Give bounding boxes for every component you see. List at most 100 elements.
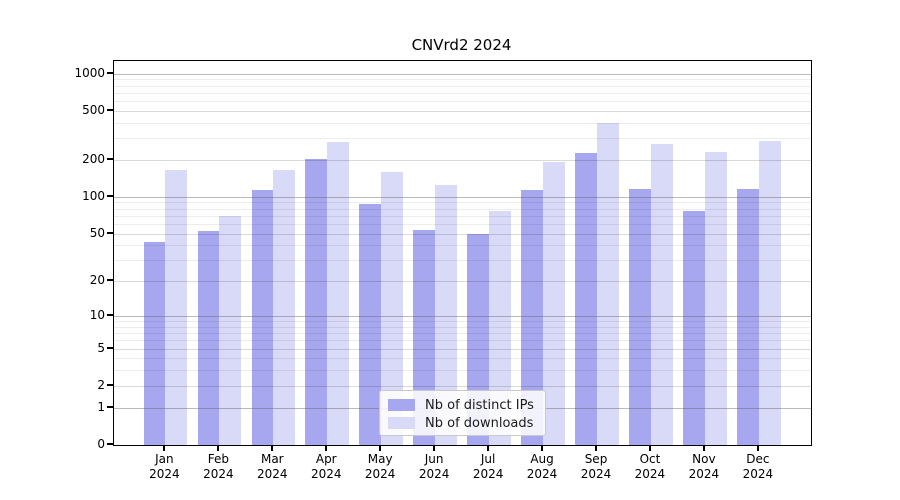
gridline-minor — [114, 245, 811, 247]
y-tick — [107, 405, 113, 408]
x-tick-label: Aug 2024 — [526, 452, 558, 481]
gridline-minor — [114, 333, 811, 335]
bar-downloads — [381, 172, 403, 445]
y-tick-label: 20 — [89, 273, 105, 288]
gridline-major — [114, 316, 811, 318]
x-tick-label: Dec 2024 — [742, 452, 774, 481]
bar-downloads — [273, 169, 296, 445]
y-tick-label: 2 — [97, 377, 105, 392]
bar-distinct-ips — [305, 158, 328, 445]
bar-downloads — [543, 162, 565, 445]
x-tick-label: Jul 2024 — [472, 452, 504, 481]
bar-downloads — [327, 142, 350, 445]
gridline-minor — [114, 85, 811, 87]
bar-downloads — [650, 144, 673, 445]
bar-distinct-ips — [143, 241, 166, 445]
y-tick — [107, 231, 113, 234]
bar-distinct-ips — [629, 188, 651, 445]
y-tick-label: 500 — [82, 102, 105, 117]
gridline-minor — [114, 233, 811, 235]
y-tick-label: 5 — [97, 340, 105, 355]
legend-item-downloads: Nb of downloads — [388, 414, 545, 432]
y-tick — [107, 314, 113, 317]
gridline-minor — [114, 92, 811, 94]
x-tick — [379, 446, 382, 451]
legend-label-downloads: Nb of downloads — [425, 415, 534, 431]
gridline-minor — [114, 208, 811, 210]
x-tick-label: Apr 2024 — [310, 452, 342, 481]
x-tick — [325, 446, 328, 451]
gridline-minor — [114, 370, 811, 372]
gridline-minor — [114, 358, 811, 360]
y-tick-label: 50 — [89, 225, 105, 240]
y-tick-label: 10 — [89, 308, 105, 323]
gridline-minor — [114, 215, 811, 217]
y-tick-label: 0 — [97, 437, 105, 451]
legend-swatch-downloads — [388, 417, 415, 429]
gridline-minor — [114, 138, 811, 140]
gridline-minor — [114, 110, 811, 112]
bar-distinct-ips — [251, 189, 274, 445]
gridline-minor — [114, 159, 811, 161]
gridline-minor — [114, 110, 811, 112]
gridline-minor — [114, 340, 811, 342]
x-tick — [433, 446, 436, 451]
gridline-minor — [114, 122, 811, 124]
bar-downloads — [165, 170, 188, 445]
gridline-major — [114, 196, 811, 198]
gridline-minor — [114, 348, 811, 350]
y-tick — [107, 443, 113, 445]
x-tick-label: Jun 2024 — [418, 452, 450, 481]
bar-distinct-ips — [197, 230, 220, 445]
gridline-minor — [114, 348, 811, 350]
x-tick-label: Oct 2024 — [634, 452, 666, 481]
x-tick — [648, 446, 651, 451]
y-tick — [107, 194, 113, 197]
x-tick-label: Mar 2024 — [257, 452, 288, 481]
gridline-minor — [114, 321, 811, 323]
y-tick — [107, 157, 113, 160]
y-tick-label: 200 — [82, 151, 105, 166]
x-tick-label: Jan 2024 — [149, 452, 180, 481]
chart-title: CNVrd2 2024 — [411, 36, 512, 54]
x-tick — [487, 446, 490, 451]
x-tick-label: Sep 2024 — [580, 452, 612, 481]
gridline-minor — [114, 223, 811, 225]
x-tick-label: Nov 2024 — [688, 452, 720, 481]
x-tick — [595, 446, 597, 451]
x-tick — [702, 446, 705, 451]
bar-downloads — [219, 215, 242, 445]
gridline-minor — [114, 100, 811, 102]
x-tick — [163, 446, 166, 451]
y-tick — [107, 346, 113, 349]
y-tick — [107, 383, 113, 386]
gridline-minor — [114, 385, 811, 387]
y-tick — [107, 71, 113, 74]
bar-distinct-ips — [359, 204, 382, 445]
bar-downloads — [758, 141, 781, 445]
bar-downloads — [489, 210, 511, 445]
bar-distinct-ips — [521, 190, 544, 445]
x-tick — [541, 446, 544, 451]
bar-downloads — [597, 123, 619, 445]
bar-downloads — [435, 184, 457, 445]
gridline-minor — [114, 202, 811, 204]
gridline-minor — [114, 326, 811, 328]
bar-distinct-ips — [737, 189, 759, 445]
plot-area — [113, 60, 812, 446]
x-tick-label: May 2024 — [364, 452, 396, 481]
bar-distinct-ips — [575, 152, 597, 445]
gridline-minor — [114, 159, 811, 161]
x-tick — [271, 446, 274, 451]
legend-item-distinct-ips: Nb of distinct IPs — [388, 396, 545, 414]
gridline-minor — [114, 233, 811, 235]
gridline-minor — [114, 260, 811, 262]
y-tick-label: 1 — [97, 399, 105, 414]
y-tick-label: 1000 — [74, 65, 105, 80]
y-tick-label: 100 — [82, 188, 105, 203]
x-tick-label: Feb 2024 — [203, 452, 234, 481]
legend: Nb of distinct IPs Nb of downloads — [379, 390, 546, 436]
y-tick — [107, 108, 113, 111]
gridline-minor — [114, 385, 811, 387]
